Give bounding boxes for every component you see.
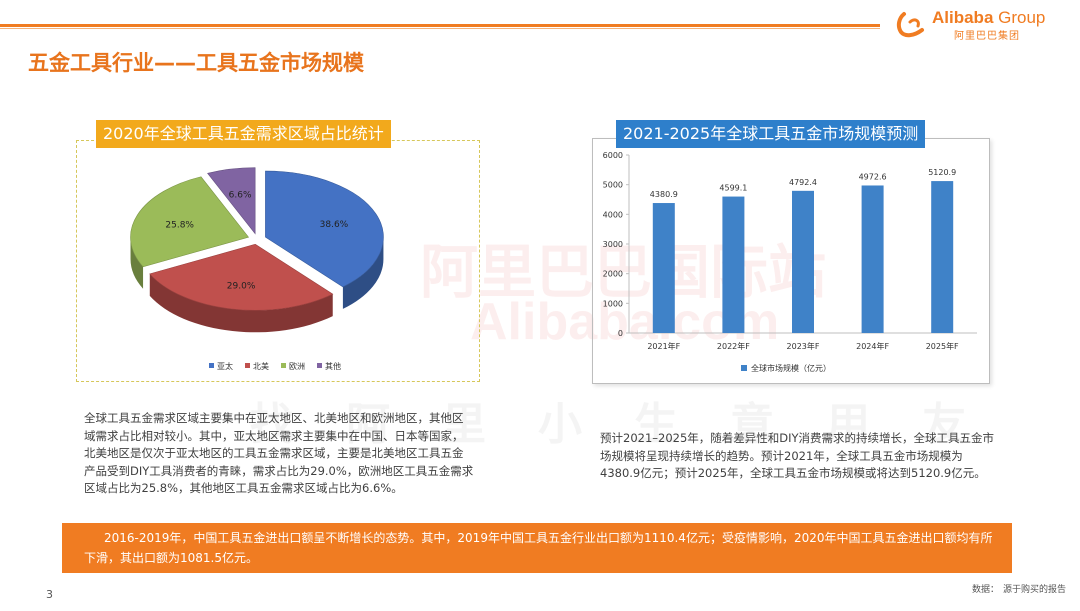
source-text: 源于购买的报告 <box>1003 585 1067 595</box>
bar-y-tick-label-2: 2000 <box>603 270 623 279</box>
bar-data-label-4: 5120.9 <box>928 168 956 177</box>
alibaba-logo: Alibaba Group 阿里巴巴集团 <box>896 6 1074 42</box>
pie-legend-swatch-3 <box>317 363 322 368</box>
bar-data-label-3: 4972.6 <box>859 172 887 181</box>
pie-slice-3 <box>207 167 256 235</box>
pie-legend-label-2: 欧洲 <box>289 361 305 371</box>
page-title: 五金工具行业——工具五金市场规模 <box>28 51 364 75</box>
pie-data-label-2: 25.8% <box>165 220 194 230</box>
bar-1 <box>722 196 745 333</box>
left-description: 全球工具五金需求区域主要集中在亚太地区、北美地区和欧洲地区，其他区域需求占比相对… <box>84 411 474 495</box>
pie-chart-title: 2020年全球工具五金需求区域占比统计 <box>96 120 391 148</box>
pie-slice-side-0 <box>342 237 384 309</box>
bar-4 <box>931 181 954 333</box>
right-description: 预计2021–2025年，随着差异性和DIY消费需求的持续增长，全球工具五金市场… <box>600 431 995 480</box>
pie-data-label-1: 29.0% <box>227 281 256 291</box>
bar-x-tick-label-0: 2021年F <box>647 341 680 351</box>
pie-chart: 38.6% 29.0% 25.8% 6.6% 亚太 北美 欧洲 其他 <box>130 167 384 371</box>
bar-y-tick-label-4: 4000 <box>603 210 623 219</box>
bar-legend-label: 全球市场规模（亿元） <box>751 363 831 373</box>
bar-x-tick-label-2: 2023年F <box>787 341 820 351</box>
bar-data-label-1: 4599.1 <box>719 184 747 193</box>
logo-wordmark: Alibaba Group <box>932 8 1045 28</box>
pie-legend: 亚太 北美 欧洲 其他 <box>209 361 341 371</box>
summary-banner: 2016-2019年，中国工具五金进出口额呈不断增长的态势。其中，2019年中国… <box>62 523 1012 573</box>
bar-x-tick-label-4: 2025年F <box>926 341 959 351</box>
alibaba-logo-icon <box>896 12 924 38</box>
pie-slice-0 <box>265 170 384 288</box>
bar-y-tick-label-3: 3000 <box>603 240 623 249</box>
bar-chart-frame: 0 1000 2000 3000 4000 5000 6000 4380.9 2021年F 459… <box>592 138 990 384</box>
logo-name: Alibaba <box>932 8 994 27</box>
pie-slice-1 <box>149 243 334 311</box>
pie-data-label-3: 6.6% <box>229 191 252 201</box>
pie-legend-label-0: 亚太 <box>217 361 233 371</box>
pie-legend-swatch-1 <box>245 363 250 368</box>
bar-0 <box>652 203 675 333</box>
bar-x-tick-label-1: 2022年F <box>717 341 750 351</box>
bar-y-tick-label-5: 5000 <box>603 181 623 190</box>
bar-legend-swatch <box>741 365 747 371</box>
source-note: 数据： 源于购买的报告 <box>972 582 1066 595</box>
bar-x-tick-label-3: 2024年F <box>856 341 889 351</box>
page-number: 3 <box>46 588 53 601</box>
logo-subtitle: 阿里巴巴集团 <box>954 31 1020 42</box>
pie-data-label-0: 38.6% <box>320 220 349 230</box>
pie-legend-swatch-0 <box>209 363 214 368</box>
pie-legend-label-1: 北美 <box>253 361 269 371</box>
bar-y-tick-label-0: 0 <box>618 329 623 338</box>
bar-y-tick-label-1: 1000 <box>603 299 623 308</box>
bar-2 <box>792 190 814 333</box>
bar-data-label-2: 4792.4 <box>789 178 817 187</box>
bar-3 <box>861 185 884 333</box>
pie-slice-side-2 <box>130 237 144 289</box>
header-rule <box>0 24 880 27</box>
pie-chart-frame: 38.6% 29.0% 25.8% 6.6% 亚太 北美 欧洲 其他 <box>76 140 480 382</box>
bar-chart: 0 1000 2000 3000 4000 5000 6000 4380.9 2021年F 459… <box>603 151 977 373</box>
header-rule-thin <box>0 28 880 29</box>
source-label: 数据： <box>972 585 1000 595</box>
bar-chart-title: 2021-2025年全球工具五金市场规模预测 <box>616 120 926 148</box>
pie-slice-2 <box>130 176 250 268</box>
bar-data-label-0: 4380.9 <box>650 190 678 199</box>
logo-group: Group <box>998 8 1046 27</box>
pie-legend-swatch-2 <box>281 363 286 368</box>
pie-legend-label-3: 其他 <box>325 361 341 371</box>
bar-y-tick-label-6: 6000 <box>603 151 623 160</box>
pie-slice-side-1 <box>149 273 333 333</box>
